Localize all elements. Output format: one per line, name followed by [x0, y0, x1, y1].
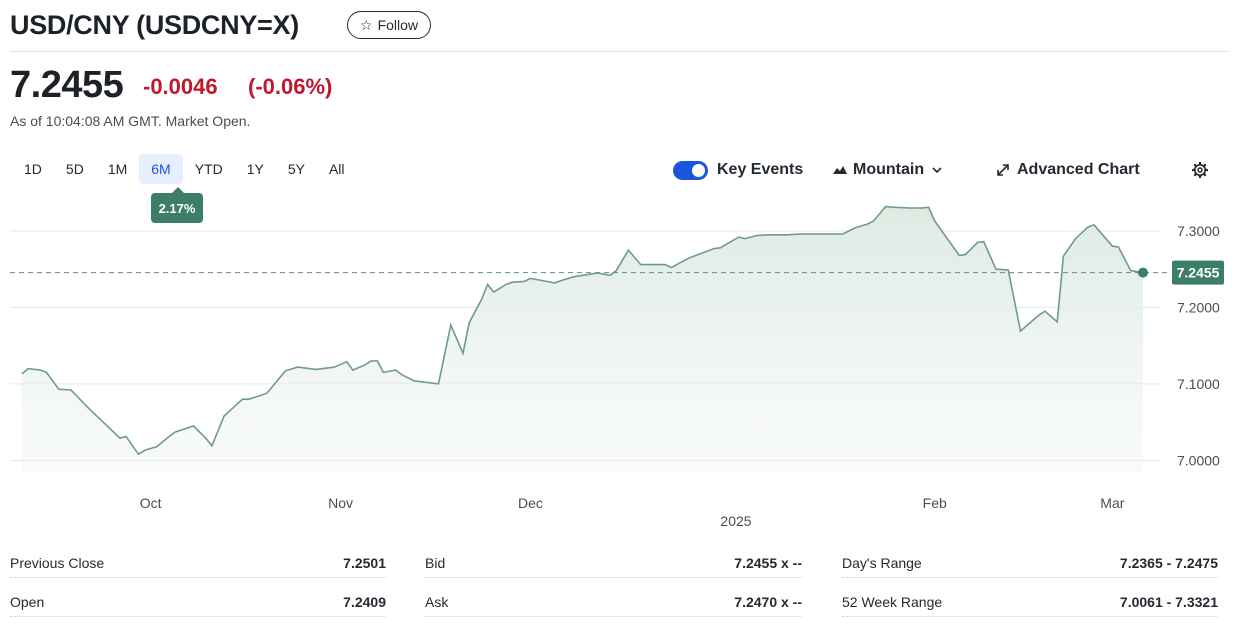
chart-type-label: Mountain — [853, 161, 925, 178]
chart-type-dropdown[interactable]: Mountain — [832, 158, 942, 182]
stat-label: Bid — [425, 554, 446, 571]
stat-value: 7.2501 — [343, 554, 386, 571]
tab-1m[interactable]: 1M — [107, 161, 128, 177]
x-tick-label: Oct — [140, 495, 162, 511]
stat-label: 52 Week Range — [842, 593, 943, 610]
tab-6m[interactable]: 6M — [139, 154, 183, 184]
chevron-down-icon — [932, 167, 942, 174]
current-price-dot — [1138, 267, 1148, 278]
chart-settings-button[interactable] — [1191, 158, 1209, 182]
price-chart[interactable]: 7.3000 7.2000 7.1000 7.0000 Oct Nov Dec Feb Mar… — [0, 200, 1253, 540]
y-tick-label: 7.3000 — [1177, 223, 1220, 239]
advanced-chart-button[interactable]: Advanced Chart — [996, 158, 1140, 182]
range-performance-badge: 2.17% — [151, 187, 203, 223]
x-tick-label: Feb — [923, 495, 947, 511]
expand-icon — [997, 164, 1009, 176]
x-tick-label: Mar — [1100, 495, 1124, 511]
stat-value: 7.2365 - 7.2475 — [1119, 554, 1218, 571]
stat-label: Ask — [425, 593, 449, 610]
stat-value: 7.2409 — [343, 593, 386, 610]
stat-value: 7.2455 x -- — [734, 554, 802, 571]
stat-days-range: Day's Range 7.2365 - 7.2475 — [842, 548, 1218, 578]
tab-5y[interactable]: 5Y — [287, 161, 305, 177]
stat-ask: Ask 7.2470 x -- — [425, 587, 802, 617]
current-price-badge-text: 7.2455 — [1177, 265, 1220, 281]
y-tick-label: 7.1000 — [1177, 376, 1220, 392]
stat-label: Previous Close — [10, 554, 105, 571]
key-events-label[interactable]: Key Events — [717, 161, 804, 178]
stat-label: Day's Range — [842, 554, 922, 571]
price-change: -0.0046 — [143, 74, 218, 99]
stat-previous-close: Previous Close 7.2501 — [10, 548, 386, 578]
stat-value: 7.2470 x -- — [734, 593, 802, 610]
star-icon: ☆ — [360, 17, 373, 33]
mountain-icon — [833, 166, 847, 174]
tab-all[interactable]: All — [328, 161, 345, 177]
y-tick-label: 7.0000 — [1177, 452, 1220, 468]
follow-button[interactable]: ☆ Follow — [347, 11, 432, 39]
x-tick-label: Dec — [518, 495, 543, 511]
current-price-badge — [1172, 260, 1224, 285]
price-area — [22, 206, 1143, 472]
price-chart-svg[interactable]: 7.3000 7.2000 7.1000 7.0000 Oct Nov Dec Feb Mar… — [0, 200, 1253, 540]
tab-ytd[interactable]: YTD — [194, 161, 223, 177]
stat-value: 7.0061 - 7.3321 — [1119, 593, 1218, 610]
follow-label: Follow — [377, 17, 419, 33]
quote-header: USD/CNY (USDCNY=X) ☆ Follow — [10, 8, 1228, 52]
stat-bid: Bid 7.2455 x -- — [425, 548, 802, 578]
toggle-knob — [692, 164, 705, 177]
tab-1y[interactable]: 1Y — [246, 161, 264, 177]
advanced-chart-label: Advanced Chart — [1017, 161, 1140, 178]
x-axis-year-label: 2025 — [720, 513, 751, 529]
stat-52-week-range: 52 Week Range 7.0061 - 7.3321 — [842, 587, 1218, 617]
price-change-percent: (-0.06%) — [248, 74, 333, 99]
tab-1d[interactable]: 1D — [24, 161, 42, 177]
stat-label: Open — [10, 593, 45, 610]
range-tabs: 1D 5D 1M 6M YTD 1Y 5Y All — [12, 154, 357, 184]
key-events-toggle[interactable] — [673, 161, 708, 180]
stat-open: Open 7.2409 — [10, 587, 386, 617]
current-price: 7.2455 — [10, 64, 124, 106]
x-tick-label: Nov — [328, 495, 353, 511]
market-timestamp: As of 10:04:08 AM GMT. Market Open. — [10, 113, 251, 129]
y-tick-label: 7.2000 — [1177, 299, 1220, 315]
price-line — [21, 205, 1144, 456]
page-title: USD/CNY (USDCNY=X) — [10, 10, 299, 40]
gear-icon — [1192, 162, 1208, 178]
tab-5d[interactable]: 5D — [65, 161, 84, 177]
